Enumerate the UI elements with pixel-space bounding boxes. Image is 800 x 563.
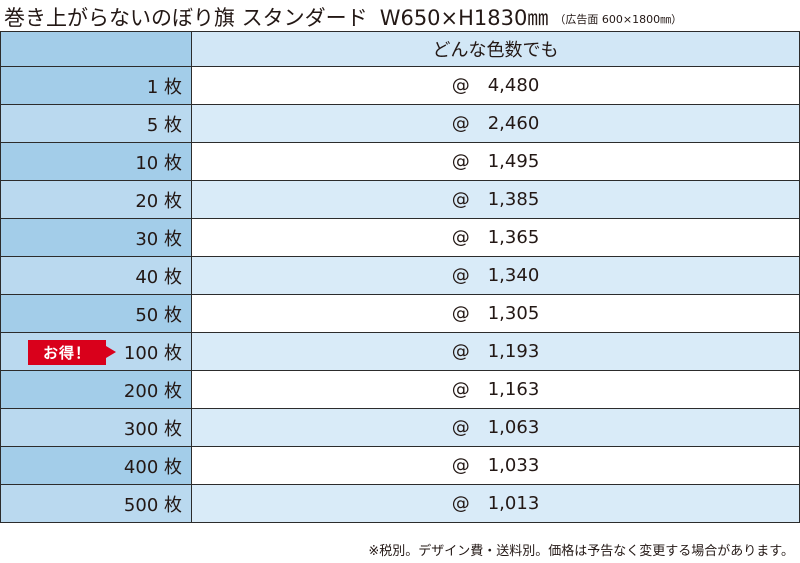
- at-symbol: @: [451, 493, 470, 514]
- price-cell: @1,033: [191, 446, 800, 485]
- unit-price: 1,365: [487, 227, 540, 248]
- quantity-cell: 1 枚: [0, 66, 192, 105]
- table-row: 10 枚 @1,495: [0, 142, 800, 181]
- table-row: 400 枚 @1,033: [0, 446, 800, 485]
- unit-price: 1,385: [487, 189, 540, 210]
- quantity-cell: 40 枚: [0, 256, 192, 295]
- unit-price: 1,193: [487, 341, 540, 362]
- price-cell: @1,163: [191, 370, 800, 409]
- unit-price: 1,033: [487, 455, 540, 476]
- header-label: どんな色数でも: [191, 31, 800, 67]
- table-row: 200 枚 @1,163: [0, 370, 800, 409]
- unit-price: 1,340: [487, 265, 540, 286]
- price-table: どんな色数でも 1 枚 @4,480 5 枚 @2,460 10 枚 @1,49…: [0, 31, 800, 523]
- price-cell: @1,063: [191, 408, 800, 447]
- unit-price: 1,163: [487, 379, 540, 400]
- badge-arrow-icon: [106, 346, 116, 358]
- header-blank-cell: [0, 31, 192, 67]
- at-symbol: @: [451, 265, 470, 286]
- title-bar: 巻き上がらないのぼり旗 スタンダード W650×H1830㎜ （広告面 600×…: [0, 0, 800, 30]
- table-row: 50 枚 @1,305: [0, 294, 800, 333]
- price-cell: @1,385: [191, 180, 800, 219]
- quantity-cell: 300 枚: [0, 408, 192, 447]
- quantity-cell: 30 枚: [0, 218, 192, 257]
- quantity-cell: 500 枚: [0, 484, 192, 523]
- unit-price: 1,013: [487, 493, 540, 514]
- unit-price: 1,495: [487, 151, 540, 172]
- table-row: 20 枚 @1,385: [0, 180, 800, 219]
- table-row: 5 枚 @2,460: [0, 104, 800, 143]
- unit-price: 2,460: [487, 113, 540, 134]
- price-cell: @1,305: [191, 294, 800, 333]
- at-symbol: @: [451, 455, 470, 476]
- at-symbol: @: [451, 189, 470, 210]
- product-ad-area: （広告面 600×1800㎜）: [554, 13, 683, 26]
- quantity-cell: 10 枚: [0, 142, 192, 181]
- product-size: W650×H1830㎜: [379, 6, 549, 30]
- at-symbol: @: [451, 227, 470, 248]
- at-symbol: @: [451, 151, 470, 172]
- price-cell: @1,365: [191, 218, 800, 257]
- quantity-cell: 50 枚: [0, 294, 192, 333]
- price-cell: @4,480: [191, 66, 800, 105]
- table-row: 30 枚 @1,365: [0, 218, 800, 257]
- at-symbol: @: [451, 417, 470, 438]
- unit-price: 4,480: [487, 75, 540, 96]
- table-row: 40 枚 @1,340: [0, 256, 800, 295]
- at-symbol: @: [451, 303, 470, 324]
- quantity-cell: 400 枚: [0, 446, 192, 485]
- at-symbol: @: [451, 75, 470, 96]
- at-symbol: @: [451, 379, 470, 400]
- unit-price: 1,305: [487, 303, 540, 324]
- at-symbol: @: [451, 341, 470, 362]
- quantity-cell: 20 枚: [0, 180, 192, 219]
- product-title: 巻き上がらないのぼり旗 スタンダード: [4, 6, 368, 30]
- price-cell: @2,460: [191, 104, 800, 143]
- quantity-label: 100 枚: [123, 342, 182, 364]
- table-row: お得！ 100 枚 @1,193: [0, 332, 800, 371]
- table-row: 300 枚 @1,063: [0, 408, 800, 447]
- table-header-row: どんな色数でも: [0, 31, 800, 67]
- unit-price: 1,063: [487, 417, 540, 438]
- at-symbol: @: [451, 113, 470, 134]
- deal-badge: お得！: [28, 340, 106, 365]
- table-row: 1 枚 @4,480: [0, 66, 800, 105]
- price-cell: @1,013: [191, 484, 800, 523]
- price-cell: @1,495: [191, 142, 800, 181]
- price-cell: @1,193: [191, 332, 800, 371]
- table-row: 500 枚 @1,013: [0, 484, 800, 523]
- price-cell: @1,340: [191, 256, 800, 295]
- quantity-cell-discount: お得！ 100 枚: [0, 332, 192, 371]
- footnote: ※税別。デザイン費・送料別。価格は予告なく変更する場合があります。: [368, 544, 794, 559]
- quantity-cell: 200 枚: [0, 370, 192, 409]
- quantity-cell: 5 枚: [0, 104, 192, 143]
